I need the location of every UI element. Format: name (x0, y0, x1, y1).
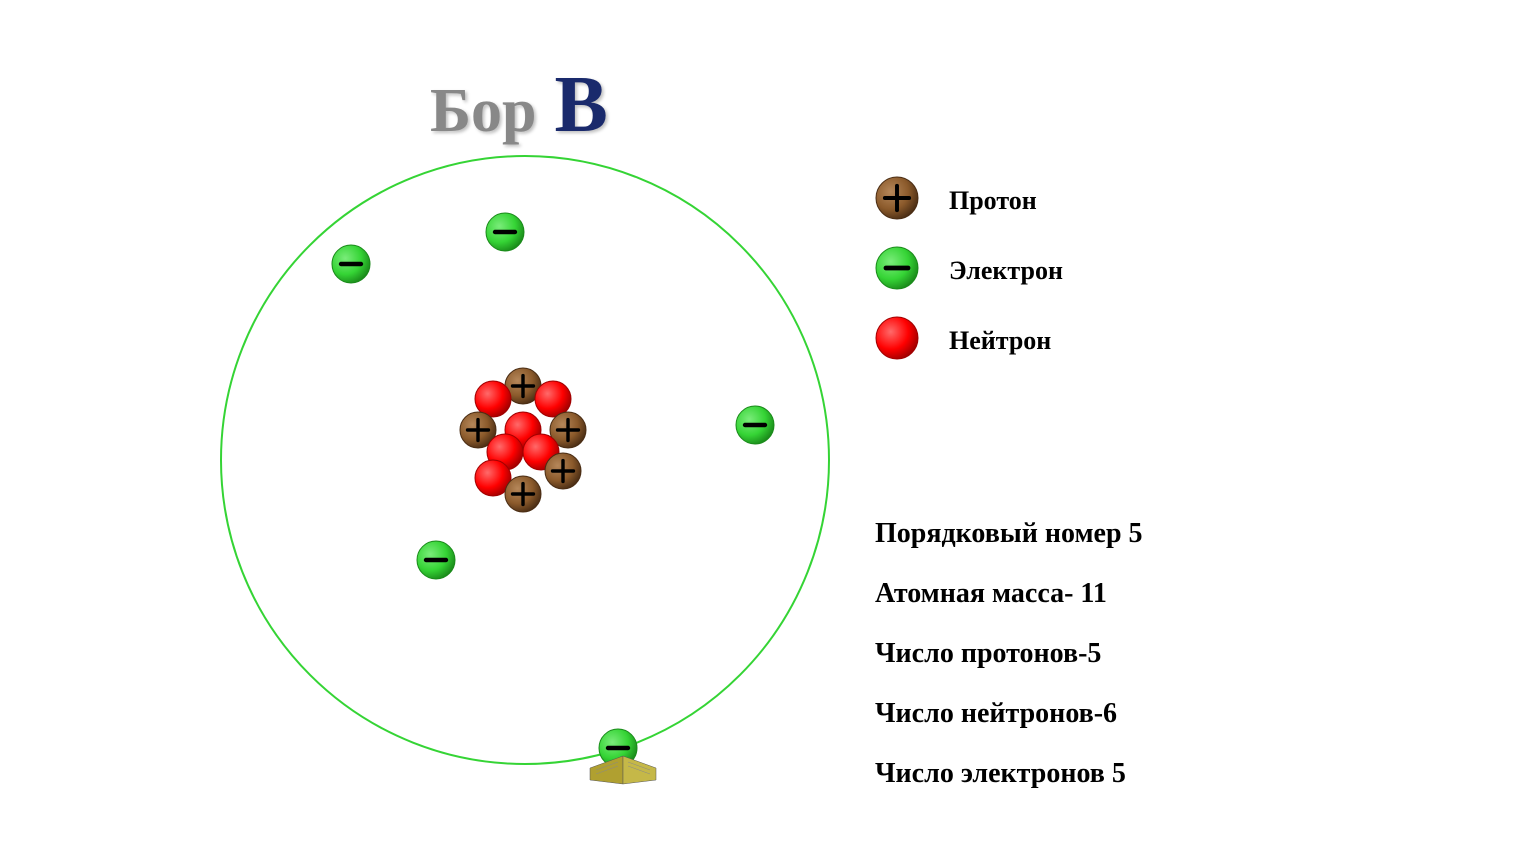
data-line: Число электронов 5 (875, 758, 1143, 790)
data-line: Атомная масса- 11 (875, 578, 1143, 610)
element-data: Порядковый номер 5 Атомная масса- 11 Число… (875, 518, 1143, 818)
electron-particle (416, 540, 456, 580)
element-symbol: B (554, 60, 607, 151)
legend-row-proton: Протон (875, 176, 1063, 226)
data-line: Число нейтронов-6 (875, 698, 1143, 730)
data-line: Порядковый номер 5 (875, 518, 1143, 550)
legend-row-neutron: Нейтрон (875, 316, 1063, 366)
data-line: Число протонов-5 (875, 638, 1143, 670)
diagram-title: Бор B (430, 60, 608, 151)
electron-particle (735, 405, 775, 445)
electron-particle (331, 244, 371, 284)
book-icon (588, 748, 658, 793)
element-name: Бор (430, 76, 536, 147)
proton-particle (504, 475, 542, 513)
legend-label: Нейтрон (949, 326, 1051, 356)
proton-icon (875, 176, 925, 226)
legend-row-electron: Электрон (875, 246, 1063, 296)
legend-label: Протон (949, 186, 1037, 216)
electron-particle (485, 212, 525, 252)
neutron-icon (875, 316, 925, 366)
legend-label: Электрон (949, 256, 1063, 286)
proton-particle (544, 452, 582, 490)
electron-icon (875, 246, 925, 296)
legend: Протон Электрон Нейтрон (875, 176, 1063, 386)
